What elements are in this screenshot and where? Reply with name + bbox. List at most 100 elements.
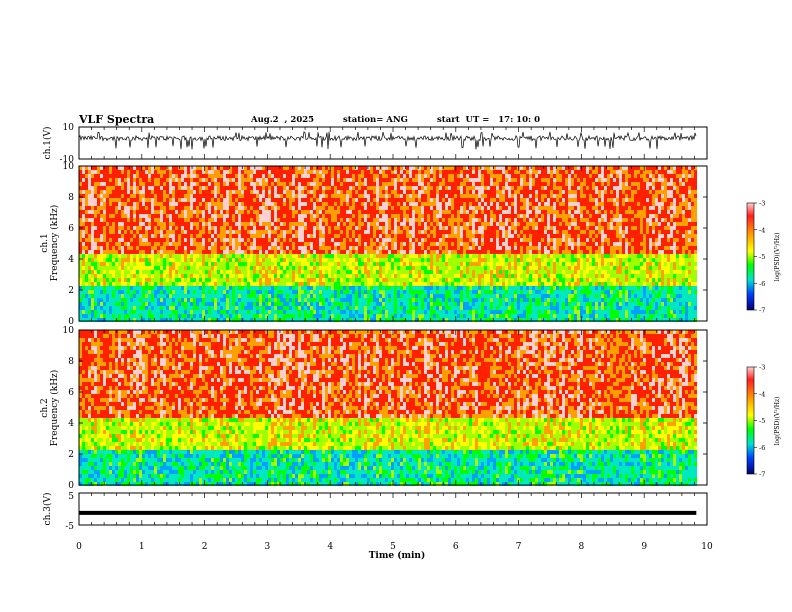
spectrogram-cell	[181, 294, 184, 298]
spectrogram-cell	[436, 230, 439, 234]
spectrogram-cell	[172, 170, 175, 174]
spectrogram-cell	[250, 278, 253, 282]
spectrogram-cell	[88, 178, 91, 182]
spectrogram-cell	[169, 222, 172, 226]
spectrogram-cell	[304, 238, 307, 242]
spectrogram-cell	[202, 170, 205, 174]
spectrogram-cell	[445, 178, 448, 182]
spectrogram-cell	[79, 242, 82, 246]
spectrogram-cell	[82, 298, 85, 302]
spectrogram-cell	[109, 246, 112, 250]
spectrogram-cell	[442, 174, 445, 178]
spectrogram-cell	[433, 282, 436, 286]
spectrogram-cell	[433, 226, 436, 230]
spectrogram-cell	[88, 314, 91, 318]
spectrogram-cell	[187, 214, 190, 218]
spectrogram-cell	[235, 194, 238, 198]
spectrogram-cell	[436, 282, 439, 286]
spectrogram-cell	[379, 314, 382, 318]
spectrogram-cell	[349, 214, 352, 218]
spectrogram-cell	[319, 226, 322, 230]
spectrogram-cell	[316, 202, 319, 206]
spectrogram-cell	[391, 294, 394, 298]
spectrogram-cell	[166, 206, 169, 210]
spectrogram-cell	[424, 238, 427, 242]
spectrogram-cell	[352, 294, 355, 298]
spectrogram-cell	[208, 206, 211, 210]
spectrogram-cell	[370, 170, 373, 174]
spectrogram-cell	[127, 266, 130, 270]
spectrogram-cell	[307, 198, 310, 202]
spectrogram-cell	[397, 274, 400, 278]
spectrogram-cell	[226, 202, 229, 206]
spectrogram-cell	[175, 194, 178, 198]
spectrogram-cell	[163, 278, 166, 282]
spectrogram-cell	[331, 318, 334, 322]
spectrogram-cell	[136, 302, 139, 306]
spectrogram-cell	[175, 270, 178, 274]
spectrogram-cell	[364, 306, 367, 310]
spectrogram-cell	[322, 174, 325, 178]
spectrogram-cell	[364, 194, 367, 198]
spectrogram-cell	[337, 222, 340, 226]
spectrogram-cell	[388, 298, 391, 302]
spectrogram-cell	[217, 298, 220, 302]
spectrogram-cell	[358, 286, 361, 290]
spectrogram-cell	[298, 230, 301, 234]
spectrogram-cell	[301, 302, 304, 306]
spectrogram-cell	[238, 202, 241, 206]
spectrogram-cell	[85, 286, 88, 290]
spectrogram-cell	[151, 170, 154, 174]
spectrogram-cell	[298, 266, 301, 270]
spectrogram-cell	[91, 286, 94, 290]
spectrogram-cell	[370, 230, 373, 234]
spectrogram-cell	[415, 262, 418, 266]
spectrogram-cell	[208, 198, 211, 202]
spectrogram-cell	[286, 254, 289, 258]
spectrogram-cell	[307, 298, 310, 302]
spectrogram-cell	[187, 182, 190, 186]
spectrogram-cell	[367, 218, 370, 222]
spectrogram-cell	[355, 262, 358, 266]
spectrogram-cell	[172, 290, 175, 294]
spectrogram-cell	[235, 230, 238, 234]
spectrogram-cell	[259, 266, 262, 270]
spectrogram-cell	[256, 314, 259, 318]
spectrogram-cell	[415, 246, 418, 250]
spectrogram-cell	[319, 310, 322, 314]
spectrogram-cell	[328, 294, 331, 298]
spectrogram-cell	[271, 182, 274, 186]
spectrogram-cell	[370, 286, 373, 290]
spectrogram-cell	[358, 202, 361, 206]
spectrogram-cell	[403, 262, 406, 266]
spectrogram-cell	[223, 206, 226, 210]
spectrogram-cell	[148, 214, 151, 218]
spectrogram-cell	[205, 166, 208, 170]
spectrogram-cell	[145, 246, 148, 250]
spectrogram-cell	[97, 206, 100, 210]
spectrogram-cell	[319, 238, 322, 242]
spectrogram-cell	[427, 194, 430, 198]
spectrogram-cell	[448, 262, 451, 266]
spectrogram-cell	[103, 222, 106, 226]
spectrogram-cell	[214, 234, 217, 238]
spectrogram-cell	[244, 174, 247, 178]
spectrogram-cell	[310, 258, 313, 262]
spectrogram-cell	[340, 258, 343, 262]
spectrogram-cell	[145, 278, 148, 282]
spectrogram-cell	[226, 310, 229, 314]
spectrogram-cell	[169, 218, 172, 222]
spectrogram-cell	[166, 222, 169, 226]
spectrogram-cell	[142, 238, 145, 242]
spectrogram-cell	[274, 218, 277, 222]
spectrogram-cell	[439, 198, 442, 202]
spectrogram-cell	[364, 258, 367, 262]
spectrogram-cell	[181, 218, 184, 222]
spectrogram-cell	[184, 310, 187, 314]
spectrogram-cell	[325, 274, 328, 278]
spectrogram-cell	[115, 194, 118, 198]
spectrogram-cell	[214, 166, 217, 170]
spectrogram-cell	[88, 166, 91, 170]
spectrogram-cell	[355, 242, 358, 246]
spectrogram-cell	[109, 210, 112, 214]
